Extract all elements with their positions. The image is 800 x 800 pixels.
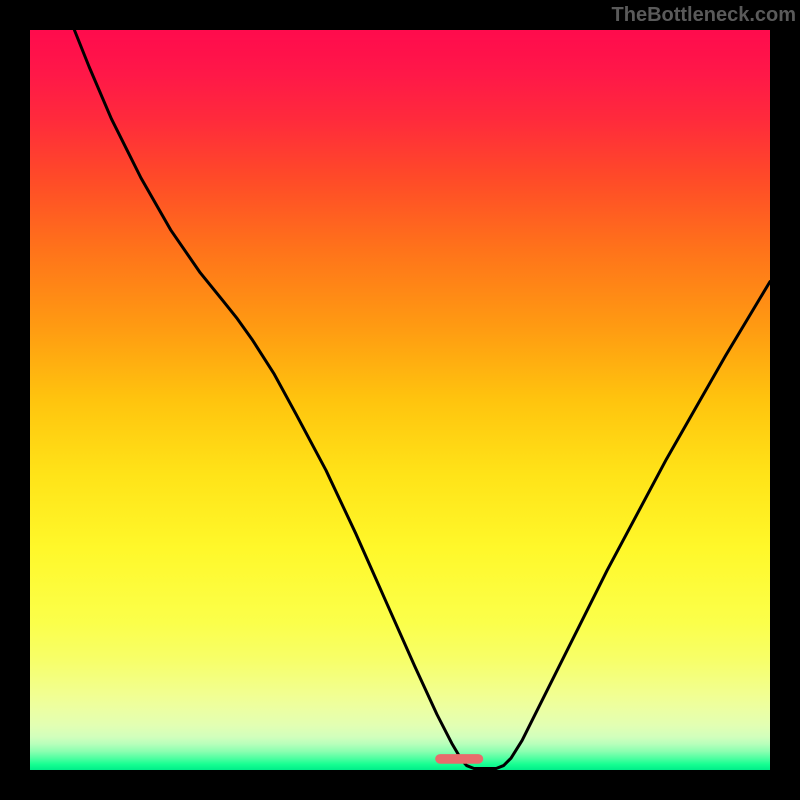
optimal-range-marker	[435, 754, 483, 764]
chart-plot-area	[30, 30, 770, 770]
bottleneck-chart: TheBottleneck.com	[0, 0, 800, 800]
watermark-text: TheBottleneck.com	[612, 4, 796, 26]
